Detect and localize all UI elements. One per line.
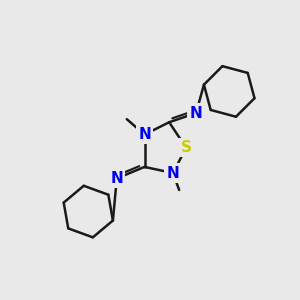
Text: S: S — [181, 140, 192, 155]
Text: N: N — [138, 127, 151, 142]
Text: N: N — [167, 166, 179, 181]
Text: N: N — [190, 106, 202, 121]
Text: N: N — [110, 171, 123, 186]
